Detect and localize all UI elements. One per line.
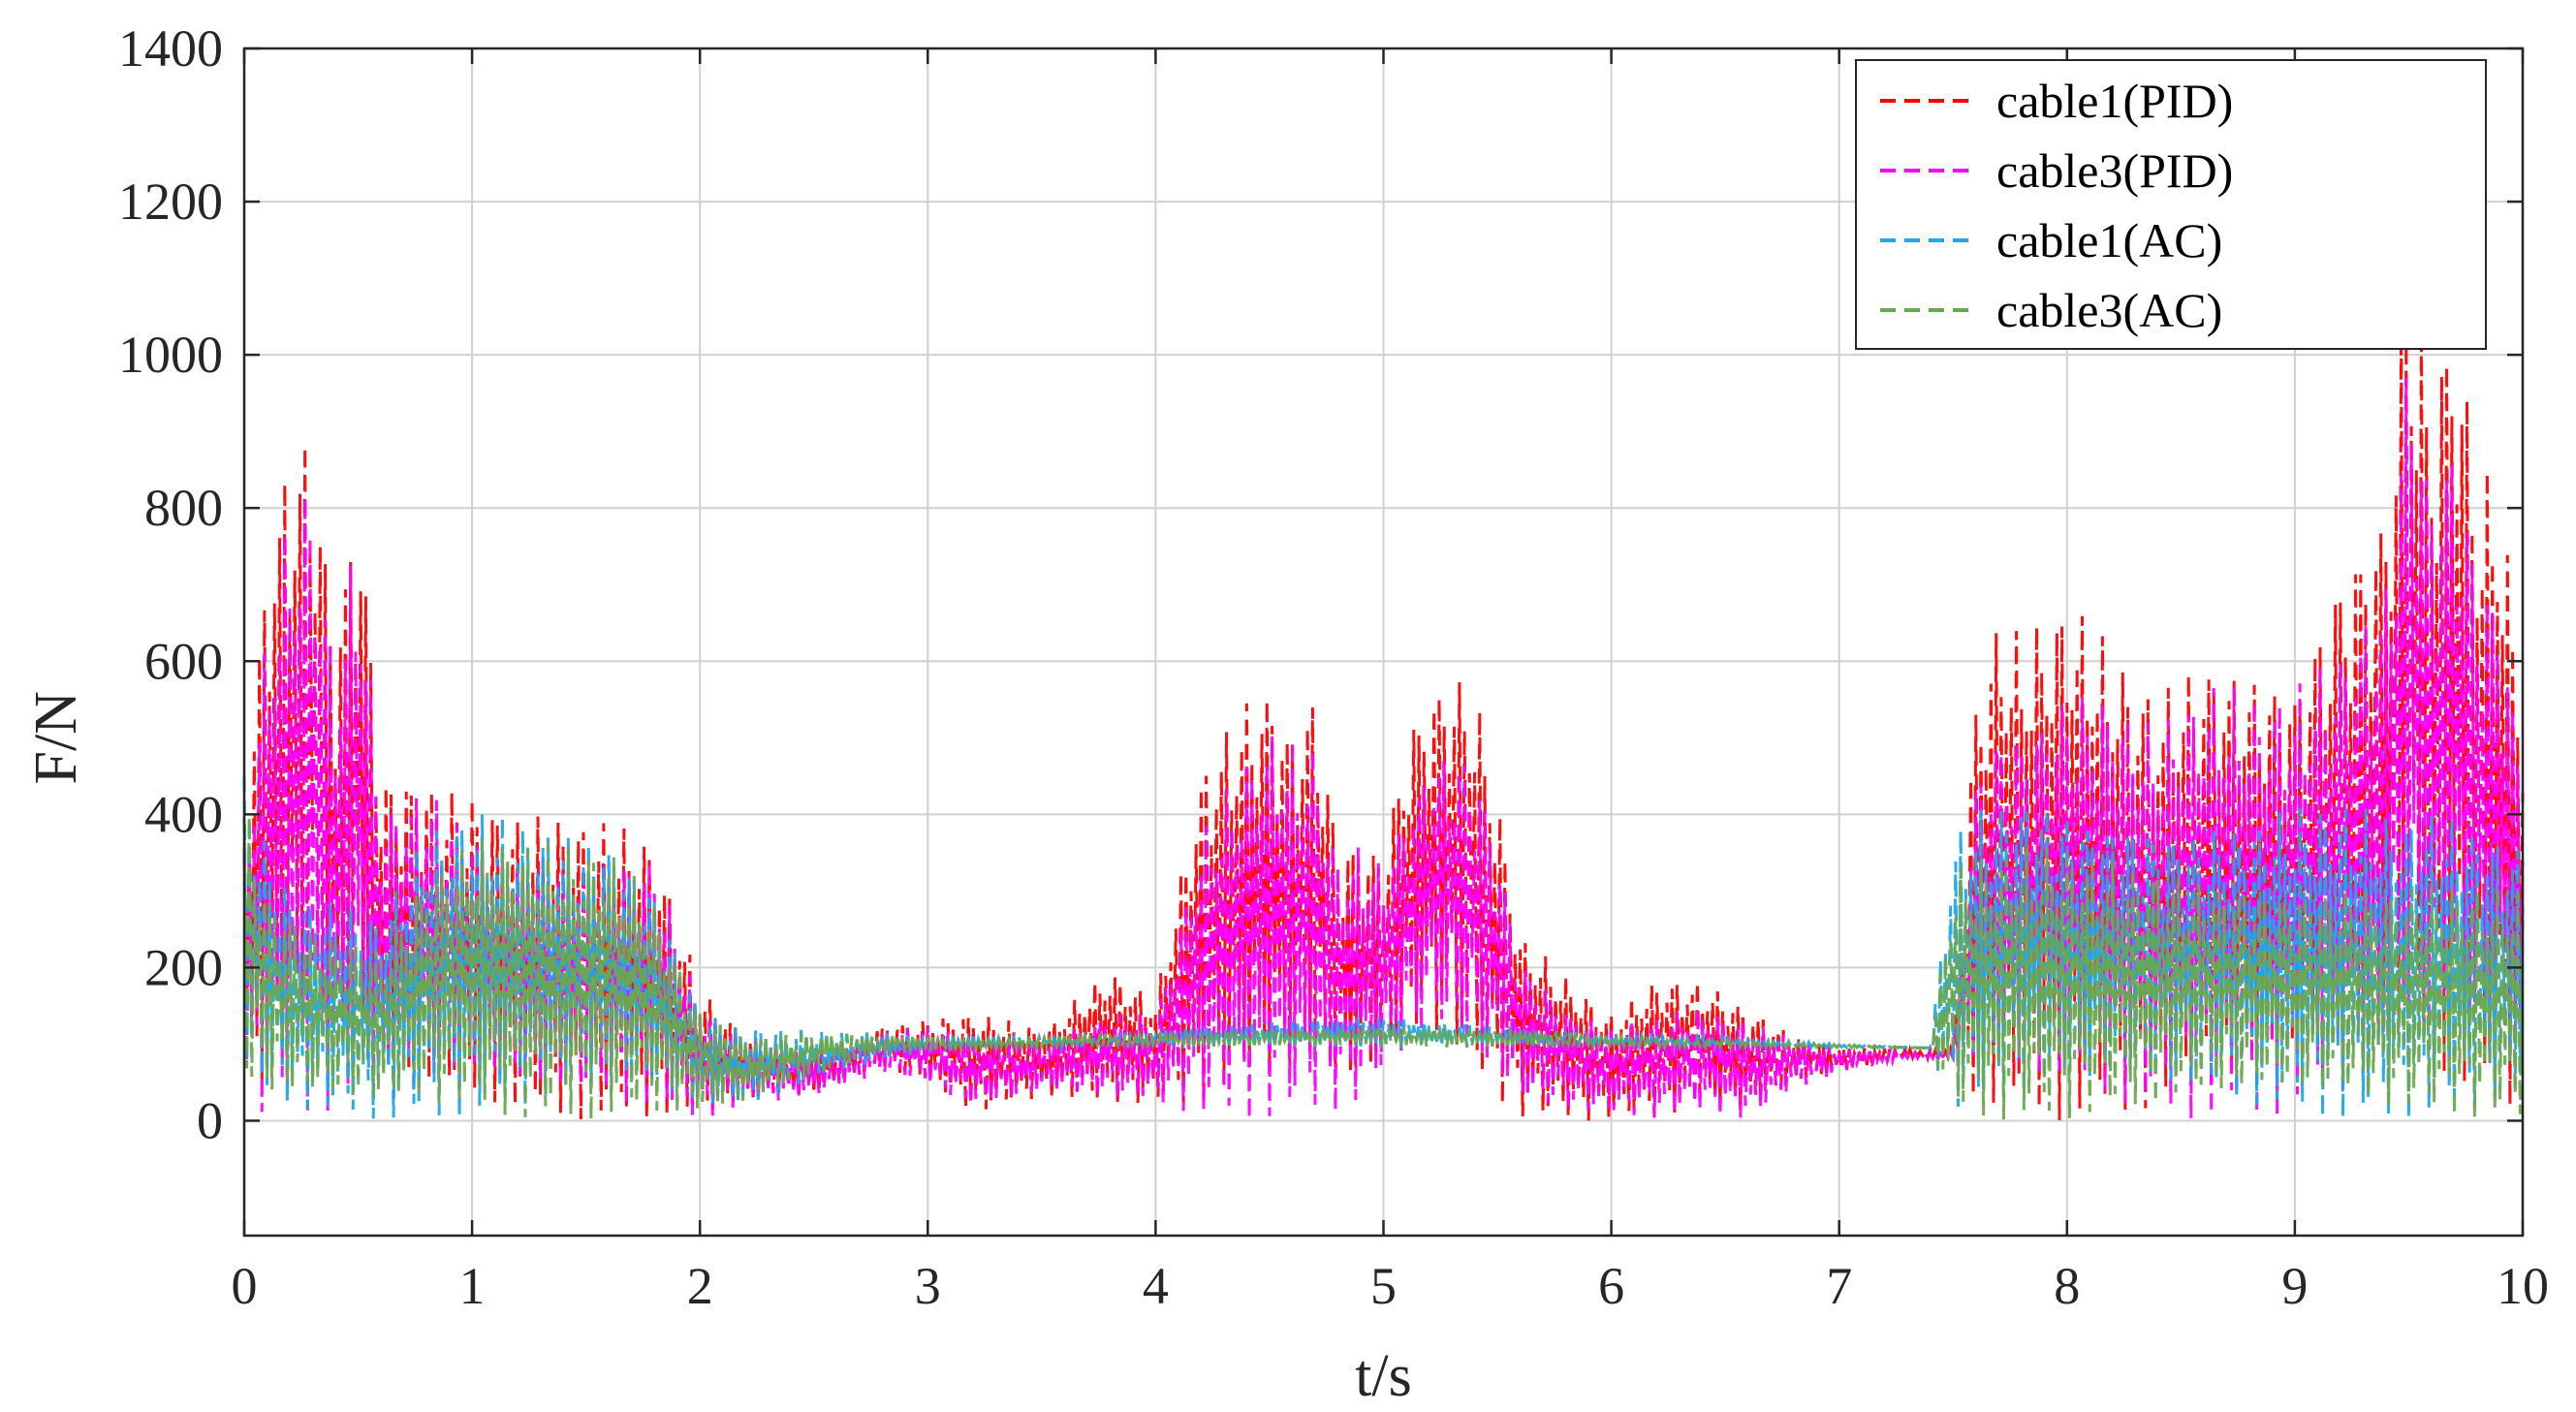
- legend-entry-4: cable3(AC): [1880, 283, 2222, 337]
- legend-box: [1855, 59, 2487, 350]
- x-tick-label: 2: [687, 1257, 713, 1315]
- legend-label-4: cable3(AC): [1996, 283, 2222, 337]
- x-tick-label: 10: [2497, 1257, 2549, 1315]
- series-line-1: [242, 329, 2525, 1121]
- x-tick-label: 3: [915, 1257, 941, 1315]
- legend-label-2: cable3(PID): [1996, 143, 2233, 198]
- series-line-2: [242, 377, 2525, 1119]
- x-tick-label: 7: [1826, 1257, 1852, 1315]
- x-tick-label: 1: [459, 1257, 486, 1315]
- x-tick-label: 0: [232, 1257, 258, 1315]
- y-tick-label: 800: [144, 479, 223, 537]
- legend: cable1(PID) cable3(PID) cable1(AC) cable…: [1855, 59, 2487, 350]
- series-line-3: [242, 776, 2525, 1119]
- y-tick-label: 400: [144, 785, 223, 843]
- x-axis-title: t/s: [1355, 1343, 1412, 1409]
- legend-label-1: cable1(PID): [1996, 74, 2233, 128]
- series-lines: [242, 329, 2525, 1121]
- legend-entry-3: cable1(AC): [1880, 213, 2222, 267]
- y-tick-label: 1000: [118, 326, 223, 384]
- y-tick-label: 1400: [118, 19, 223, 78]
- y-tick-label: 200: [144, 938, 223, 996]
- x-tick-label: 8: [2054, 1257, 2080, 1315]
- x-tick-label: 4: [1143, 1257, 1169, 1315]
- y-tick-label: 0: [197, 1091, 223, 1149]
- x-tick-label: 5: [1370, 1257, 1397, 1315]
- legend-entry-1: cable1(PID): [1880, 74, 2233, 128]
- y-tick-label: 1200: [118, 173, 223, 231]
- x-tick-label: 9: [2281, 1257, 2308, 1315]
- axis-ticks: 0 1 2 3 4 5 6 7 8 9 10 0 200 400 600 800 1000 1200 1400: [118, 19, 2549, 1315]
- legend-entry-2: cable3(PID): [1880, 143, 2233, 198]
- x-tick-label: 6: [1598, 1257, 1624, 1315]
- y-axis-title: F/N: [23, 691, 89, 784]
- legend-label-3: cable1(AC): [1996, 213, 2222, 267]
- y-tick-label: 600: [144, 632, 223, 690]
